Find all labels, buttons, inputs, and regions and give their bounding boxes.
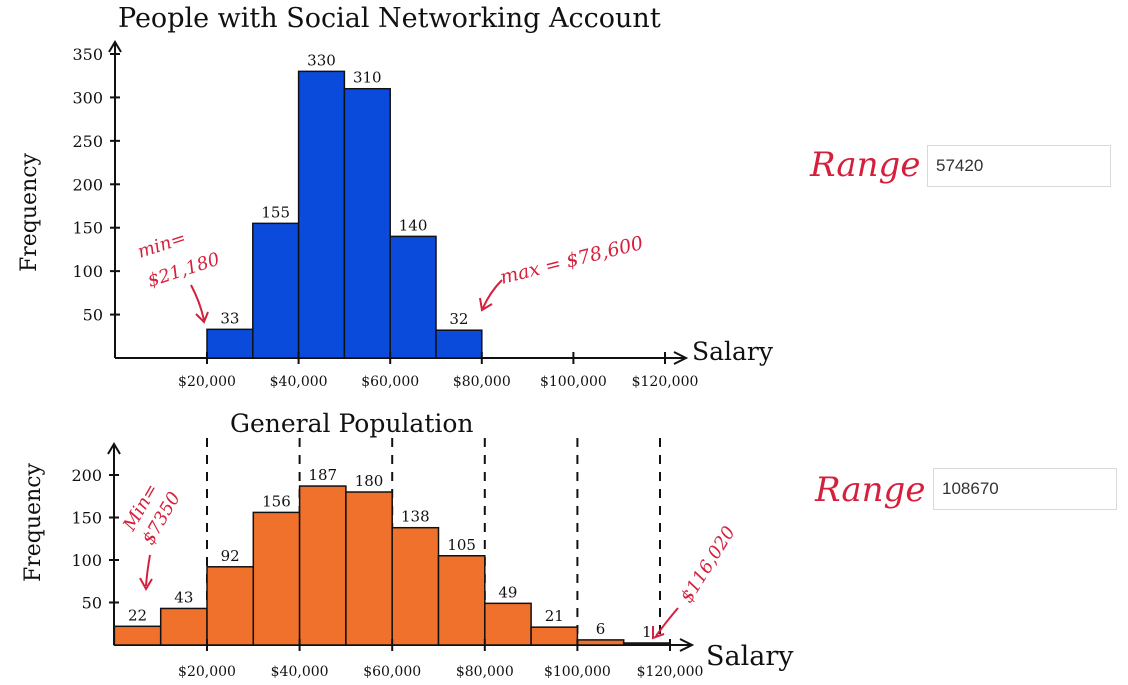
bottom-x-tick-label-4: $100,000 [544, 664, 611, 680]
top-bar-label-4: 140 [399, 216, 428, 234]
general-population-histogram: General Population Frequency Salary 50 10… [21, 409, 794, 680]
top-bar-3 [343, 87, 391, 359]
bottom-x-tick-label-0: $20,000 [178, 664, 236, 680]
top-x-axis-arrow [673, 351, 689, 365]
top-y-tick-label-350: 350 [72, 45, 103, 64]
bottom-y-axis-label: Frequency [21, 462, 46, 582]
top-bar-2 [297, 70, 346, 359]
bottom-x-tick-label-3: $80,000 [456, 664, 514, 680]
top-min-annotation-line1: min= [135, 227, 189, 262]
top-bars: 33 155 330 310 140 32 [206, 51, 483, 359]
top-x-axis-label: Salary [692, 337, 774, 366]
bottom-bar-label-9: 21 [545, 607, 564, 625]
top-max-arrowhead [479, 297, 493, 312]
top-y-axis-label: Frequency [17, 152, 42, 272]
top-bar-label-0: 33 [220, 309, 239, 327]
bottom-bar-3 [252, 511, 301, 646]
top-y-tick-label-300: 300 [72, 88, 103, 107]
top-max-arrow [482, 279, 503, 309]
top-bar-4 [389, 235, 437, 359]
bottom-y-tick-label-50: 50 [82, 594, 102, 613]
top-bar-label-5: 32 [449, 310, 468, 328]
bottom-bar-label-8: 49 [498, 583, 517, 601]
top-x-tick-label-3: $80,000 [453, 374, 511, 390]
bottom-bar-label-6: 138 [401, 508, 430, 526]
bottom-bar-8 [484, 602, 532, 646]
bottom-max-arrowhead [652, 626, 665, 640]
bottom-x-tick-label-2: $60,000 [363, 664, 421, 680]
top-y-axis-arrow [108, 40, 122, 53]
top-min-arrow [190, 284, 205, 321]
range-input-bottom[interactable] [933, 468, 1117, 510]
bottom-y-tick-label-200: 200 [71, 466, 102, 485]
bottom-bar-label-5: 180 [355, 472, 384, 490]
bottom-max-arrow [655, 607, 679, 637]
bottom-y-ticks: 50 100 150 200 [71, 466, 119, 613]
bottom-bar-label-7: 105 [447, 536, 476, 554]
top-x-tick-label-4: $100,000 [540, 374, 607, 390]
bottom-bar-label-11: 1 [642, 623, 652, 641]
bottom-x-axis-arrow [679, 638, 695, 652]
bottom-bar-label-10: 6 [596, 620, 606, 638]
bottom-x-axis-label: Salary [706, 641, 794, 672]
top-y-tick-label-250: 250 [72, 132, 103, 151]
bottom-bar-2 [206, 566, 255, 646]
bottom-bar-label-2: 92 [221, 547, 240, 565]
bottom-bar-10 [576, 639, 625, 646]
bottom-bar-5 [345, 491, 393, 646]
bottom-x-tick-label-1: $40,000 [271, 664, 329, 680]
top-x-tick-label-0: $20,000 [178, 374, 236, 390]
bottom-bars: 22 43 92 156 187 180 138 105 49 21 6 1 [113, 466, 671, 646]
range-input-top[interactable] [927, 145, 1111, 187]
top-max-annotation: max = $78,600 [498, 232, 646, 289]
top-bar-label-1: 155 [261, 203, 290, 221]
top-chart-title: People with Social Networking Account [118, 3, 661, 34]
top-x-tick-label-5: $120,000 [632, 374, 699, 390]
bottom-bar-label-4: 187 [308, 466, 337, 484]
bottom-bar-7 [437, 555, 486, 646]
top-y-tick-label-150: 150 [72, 219, 103, 238]
top-y-ticks: 50 100 150 200 250 300 350 [72, 45, 120, 325]
bottom-bar-label-1: 43 [174, 588, 193, 606]
bottom-bar-0 [113, 625, 162, 646]
bottom-min-arrowhead [139, 577, 153, 592]
top-min-arrowhead [195, 311, 209, 324]
top-bar-label-3: 310 [353, 69, 382, 87]
top-x-tick-label-1: $40,000 [270, 374, 328, 390]
bottom-y-tick-label-150: 150 [71, 509, 102, 528]
top-min-text-1: min= [135, 227, 189, 262]
top-y-tick-label-200: 200 [72, 175, 103, 194]
bottom-x-ticks: $20,000 $40,000 $60,000 $80,000 $100,000 $120… [178, 639, 703, 680]
top-y-tick-label-50: 50 [83, 306, 103, 325]
bottom-min-arrow [145, 554, 151, 587]
bottom-y-tick-label-100: 100 [71, 551, 102, 570]
bottom-bar-6 [391, 526, 440, 646]
top-y-tick-label-100: 100 [72, 262, 103, 281]
bottom-bar-label-3: 156 [262, 492, 291, 510]
bottom-bar-4 [298, 485, 347, 646]
bottom-max-annotation: $116,020 [676, 523, 739, 607]
bottom-bar-9 [530, 626, 579, 646]
top-x-tick-label-2: $60,000 [361, 374, 419, 390]
top-bar-0 [206, 328, 254, 359]
bottom-y-axis-arrow [107, 442, 121, 455]
top-bar-1 [252, 222, 300, 359]
top-bar-label-2: 330 [307, 51, 336, 69]
top-bar-5 [435, 329, 483, 359]
social-network-histogram: People with Social Networking Account Fr… [17, 3, 774, 390]
bottom-bar-11 [622, 642, 671, 646]
bottom-x-tick-label-5: $120,000 [637, 664, 704, 680]
top-x-ticks: $20,000 $40,000 $60,000 $80,000 $100,000 $120… [178, 352, 698, 390]
bottom-chart-title: General Population [230, 409, 474, 438]
bottom-bar-1 [159, 607, 208, 646]
bottom-bar-label-0: 22 [128, 606, 147, 624]
